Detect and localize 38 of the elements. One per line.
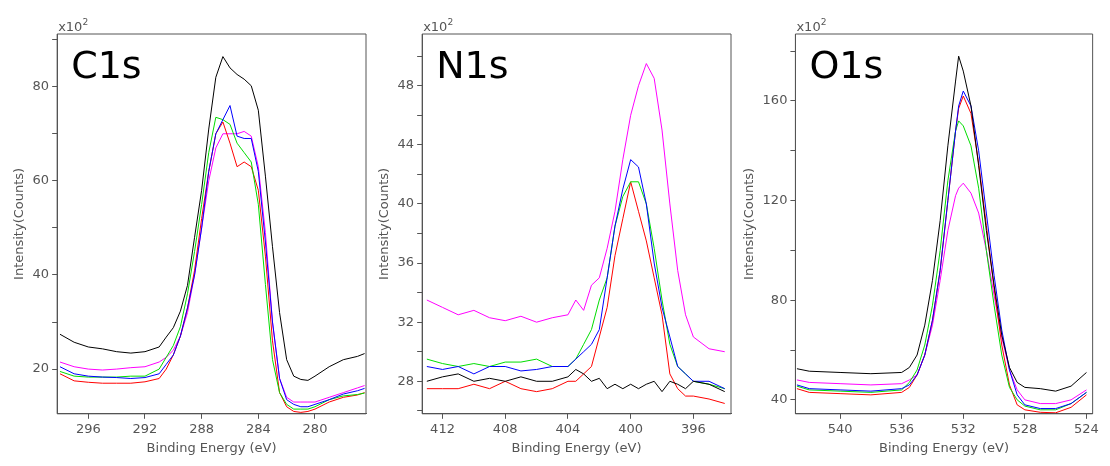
y-tick-label: 80 — [32, 78, 50, 94]
x-tick-label: 292 — [132, 420, 158, 436]
y-axis-title: Intensity(Counts) — [376, 167, 392, 280]
x-tick-label: 540 — [827, 420, 853, 436]
x-tick-label: 400 — [618, 420, 644, 436]
x-tick-label: 524 — [1074, 420, 1099, 436]
y-tick-label: 60 — [32, 172, 50, 188]
x-axis-title: Binding Energy (eV) — [879, 439, 1009, 455]
y-tick-label: 32 — [397, 313, 415, 329]
x-tick-label: 528 — [1012, 420, 1038, 436]
x-axis-title: Binding Energy (eV) — [146, 439, 277, 455]
x-tick-label: 296 — [75, 420, 101, 436]
y-tick-label: 36 — [397, 254, 415, 270]
x-tick-label: 404 — [555, 420, 581, 436]
y-tick-label: 40 — [32, 266, 50, 282]
y-tick-label: 48 — [397, 77, 415, 93]
y-axis-title: Intensity(Counts) — [11, 167, 27, 280]
y-tick-label: 20 — [32, 360, 50, 376]
x-tick-label: 288 — [189, 420, 215, 436]
chart-title: O1s — [809, 43, 884, 87]
x-tick-label: 280 — [302, 420, 328, 436]
x-tick-label: 532 — [950, 420, 976, 436]
x-tick-label: 284 — [245, 420, 271, 436]
x-tick-label: 396 — [680, 420, 706, 436]
y-tick-label: 44 — [397, 136, 415, 152]
x-tick-label: 408 — [492, 420, 518, 436]
y-tick-label: 80 — [770, 291, 788, 307]
chart-title: N1s — [436, 43, 509, 87]
y-tick-label: 28 — [397, 372, 415, 388]
y-tick-label: 40 — [397, 195, 415, 211]
x-axis-title: Binding Energy (eV) — [511, 439, 642, 455]
y-tick-label: 40 — [770, 391, 788, 407]
y-tick-label: 160 — [762, 92, 788, 108]
x-tick-label: 536 — [889, 420, 915, 436]
chart-title: C1s — [71, 43, 142, 87]
y-axis-title: Intensity(Counts) — [741, 167, 757, 280]
x-tick-label: 412 — [430, 420, 455, 436]
y-tick-label: 120 — [762, 191, 788, 207]
